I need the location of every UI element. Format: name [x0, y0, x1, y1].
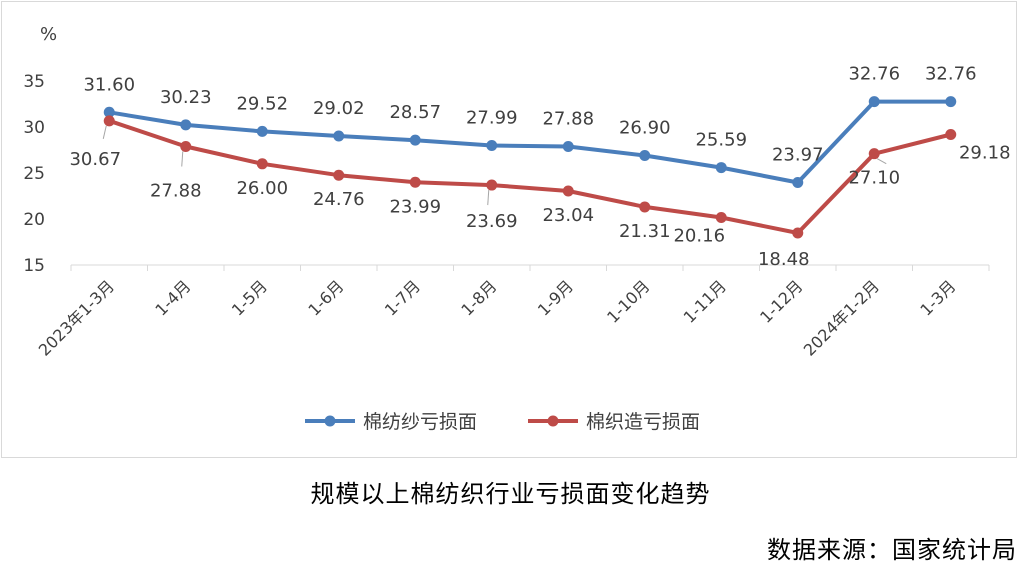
data-label: 26.00 — [236, 178, 288, 199]
label-leader-line — [487, 190, 490, 206]
y-tick-label: 20 — [23, 210, 45, 230]
data-point — [256, 125, 268, 137]
line-chart: % 15 20 25 30 35 2023年1-3月 1-4月 1-5月 1-6月 1-7月 1-8月… — [23, 24, 1011, 433]
data-label: 31.60 — [83, 74, 135, 95]
data-point — [180, 119, 192, 131]
data-label: 18.48 — [758, 249, 810, 270]
data-label: 27.10 — [848, 168, 900, 189]
y-tick-label: 30 — [23, 118, 45, 138]
x-tick-label: 1-4月 — [151, 276, 194, 319]
data-label: 30.23 — [160, 87, 212, 108]
x-tick-label: 1-6月 — [304, 276, 347, 319]
data-point — [562, 185, 574, 197]
data-point — [180, 141, 192, 153]
data-point — [868, 148, 880, 160]
y-tick-label: 25 — [23, 164, 45, 184]
data-point — [945, 129, 957, 141]
y-tick-label: 15 — [23, 256, 45, 276]
data-point — [486, 179, 498, 191]
data-label: 23.69 — [466, 211, 518, 232]
data-point — [103, 115, 115, 127]
data-label: 28.57 — [389, 102, 441, 123]
x-tick-label: 1-12月 — [756, 276, 806, 326]
data-point — [945, 96, 957, 108]
y-tick-label: 35 — [23, 72, 45, 92]
label-leader-line — [102, 125, 107, 139]
data-point — [715, 162, 727, 174]
data-point — [868, 96, 880, 108]
data-label: 23.97 — [772, 144, 824, 165]
x-tick-label: 1-8月 — [457, 276, 500, 319]
data-point — [639, 201, 651, 213]
data-point — [409, 134, 421, 146]
legend-label: 棉织造亏损面 — [586, 411, 700, 433]
x-tick-label: 2024年1-2月 — [800, 276, 883, 359]
data-point — [409, 176, 421, 188]
data-label: 21.31 — [619, 221, 671, 242]
label-leader-line — [877, 158, 887, 165]
x-tick-label: 1-3月 — [916, 276, 959, 319]
x-tick-label: 1-7月 — [381, 276, 424, 319]
data-label: 26.90 — [619, 118, 671, 139]
data-label: 32.76 — [925, 64, 977, 85]
legend-swatch-marker — [324, 415, 336, 427]
x-tick-label: 1-10月 — [603, 276, 653, 326]
data-label: 32.76 — [848, 64, 900, 85]
data-point — [486, 139, 498, 151]
x-tick-label: 1-11月 — [680, 276, 730, 326]
legend-swatch-marker — [547, 415, 559, 427]
data-label: 20.16 — [673, 226, 725, 247]
data-label: 24.76 — [313, 189, 365, 210]
data-label: 27.88 — [542, 109, 594, 130]
data-point — [562, 141, 574, 153]
data-source: 数据来源：国家统计局 — [767, 536, 1017, 564]
chart-caption: 规模以上棉纺织行业亏损面变化趋势 — [310, 480, 711, 508]
chart-frame — [1, 1, 1017, 458]
data-point — [792, 176, 804, 188]
x-tick-label: 1-5月 — [228, 276, 271, 319]
series-line — [108, 118, 952, 235]
data-point — [792, 227, 804, 239]
data-label: 30.67 — [69, 149, 121, 170]
series-line — [108, 99, 951, 185]
data-point — [256, 158, 268, 170]
y-axis-unit: % — [40, 24, 57, 45]
x-tick-label: 1-9月 — [534, 276, 577, 319]
data-point — [333, 169, 345, 181]
x-tick-label: 2023年1-3月 — [35, 276, 118, 359]
data-point — [333, 130, 345, 142]
data-label: 25.59 — [695, 130, 747, 151]
data-label: 27.99 — [466, 107, 518, 128]
data-label: 23.99 — [389, 196, 441, 217]
data-label: 29.02 — [313, 98, 365, 119]
data-point — [715, 212, 727, 224]
data-point — [639, 150, 651, 162]
label-leader-line — [181, 151, 184, 167]
legend-label: 棉纺纱亏损面 — [363, 411, 477, 433]
data-label: 23.04 — [542, 205, 594, 226]
data-label: 27.88 — [150, 181, 202, 202]
data-label: 29.52 — [236, 93, 288, 114]
data-point — [103, 106, 115, 118]
data-label: 29.18 — [959, 143, 1011, 164]
